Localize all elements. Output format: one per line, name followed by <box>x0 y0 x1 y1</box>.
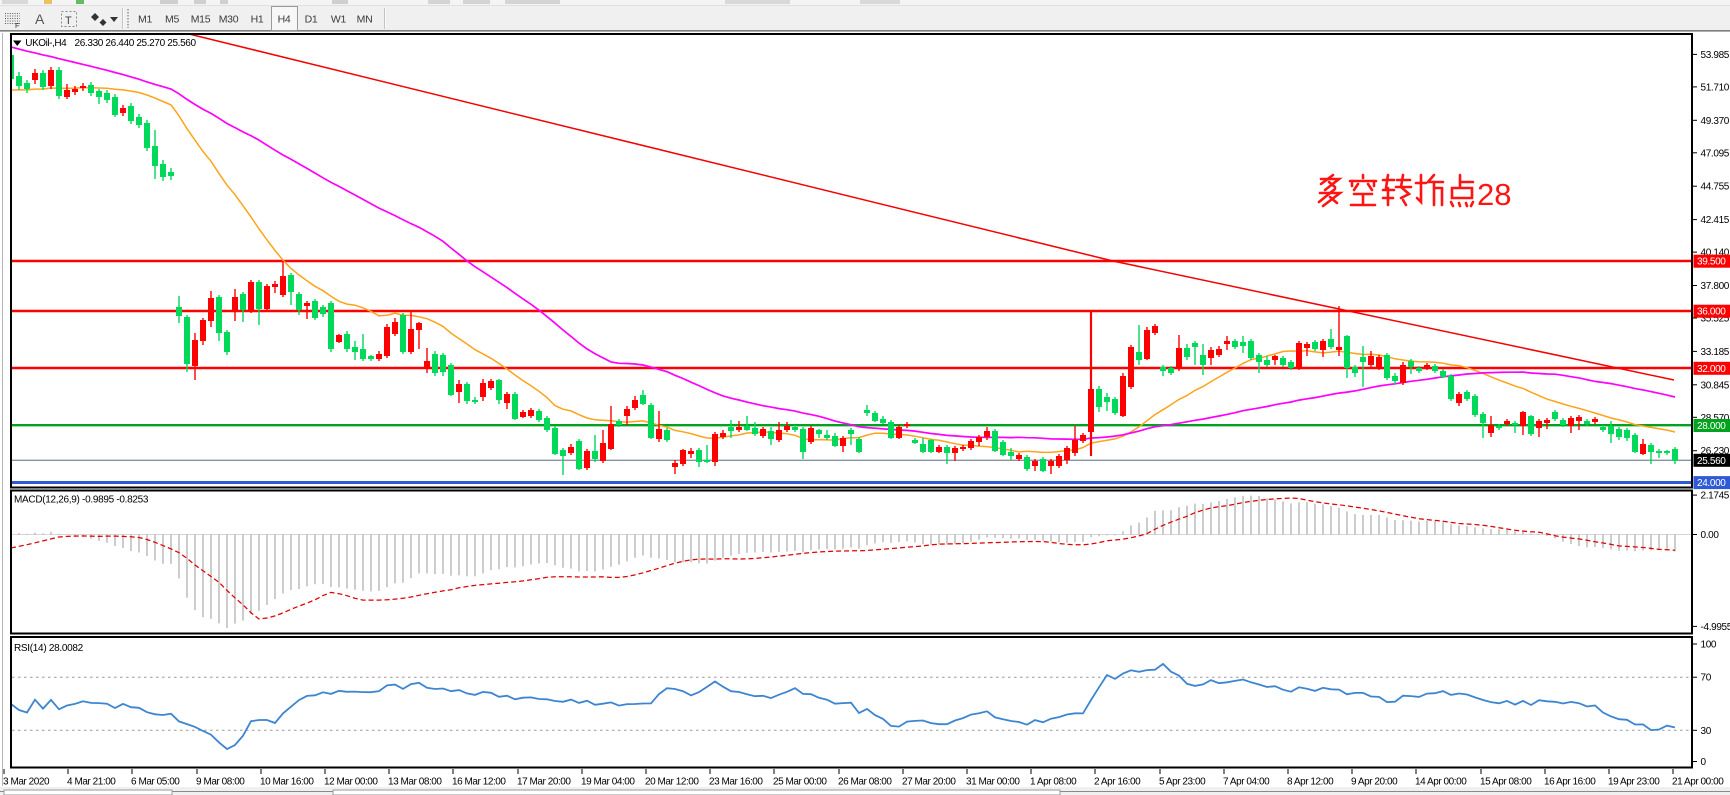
svg-text:27 Mar 20:00: 27 Mar 20:00 <box>902 777 956 788</box>
svg-text:5 Apr 23:00: 5 Apr 23:00 <box>1159 777 1206 788</box>
svg-text:14 Apr 00:00: 14 Apr 00:00 <box>1415 777 1467 788</box>
svg-text:20 Mar 12:00: 20 Mar 12:00 <box>645 777 699 788</box>
svg-text:M5: M5 <box>165 14 179 26</box>
svg-text:21 Apr 00:00: 21 Apr 00:00 <box>1672 777 1724 788</box>
svg-text:7 Apr 04:00: 7 Apr 04:00 <box>1223 777 1270 788</box>
svg-text:16 Mar 12:00: 16 Mar 12:00 <box>452 777 506 788</box>
svg-text:51.710: 51.710 <box>1701 82 1730 93</box>
svg-text:10 Mar 16:00: 10 Mar 16:00 <box>260 777 314 788</box>
svg-text:28: 28 <box>1477 177 1511 212</box>
svg-text:D1: D1 <box>305 14 318 26</box>
svg-text:24.000: 24.000 <box>1697 478 1726 489</box>
svg-text:1 Apr 08:00: 1 Apr 08:00 <box>1030 777 1077 788</box>
svg-text:70: 70 <box>1701 673 1712 684</box>
svg-text:40.140: 40.140 <box>1701 248 1730 259</box>
svg-text:RSI(14) 28.0082: RSI(14) 28.0082 <box>14 643 84 654</box>
svg-text:17 Mar 20:00: 17 Mar 20:00 <box>517 777 571 788</box>
svg-text:12 Mar 00:00: 12 Mar 00:00 <box>324 777 378 788</box>
svg-text:33.185: 33.185 <box>1701 347 1730 358</box>
svg-text:15 Apr 08:00: 15 Apr 08:00 <box>1480 777 1532 788</box>
svg-text:MACD(12,26,9) -0.9895 -0.8253: MACD(12,26,9) -0.9895 -0.8253 <box>14 494 149 505</box>
svg-text:42.415: 42.415 <box>1701 215 1730 226</box>
svg-text:MN: MN <box>357 14 373 26</box>
svg-text:44.755: 44.755 <box>1701 182 1730 193</box>
svg-text:6 Mar 05:00: 6 Mar 05:00 <box>131 777 180 788</box>
svg-text:9 Mar 08:00: 9 Mar 08:00 <box>196 777 245 788</box>
svg-text:13 Mar 08:00: 13 Mar 08:00 <box>388 777 442 788</box>
svg-text:8 Apr 12:00: 8 Apr 12:00 <box>1287 777 1334 788</box>
svg-text:M1: M1 <box>138 14 152 26</box>
svg-text:39.500: 39.500 <box>1697 257 1726 268</box>
svg-text:H1: H1 <box>251 14 264 26</box>
svg-text:16 Apr 16:00: 16 Apr 16:00 <box>1544 777 1596 788</box>
svg-text:2.1745: 2.1745 <box>1701 491 1730 502</box>
svg-text:26 Mar 08:00: 26 Mar 08:00 <box>838 777 892 788</box>
svg-text:19 Apr 23:00: 19 Apr 23:00 <box>1608 777 1660 788</box>
svg-text:28.000: 28.000 <box>1697 421 1726 432</box>
svg-text:M15: M15 <box>191 14 211 26</box>
svg-text:25.560: 25.560 <box>1697 456 1726 467</box>
svg-text:31 Mar 00:00: 31 Mar 00:00 <box>966 777 1020 788</box>
svg-text:49.370: 49.370 <box>1701 116 1730 127</box>
svg-text:9 Apr 20:00: 9 Apr 20:00 <box>1351 777 1398 788</box>
svg-text:36.000: 36.000 <box>1697 307 1726 318</box>
svg-text:W1: W1 <box>331 14 347 26</box>
svg-text:0: 0 <box>1701 757 1707 768</box>
svg-text:T: T <box>65 15 72 27</box>
svg-text:26.330 26.440 25.270 25.560: 26.330 26.440 25.270 25.560 <box>75 38 197 49</box>
svg-text:2 Apr 16:00: 2 Apr 16:00 <box>1094 777 1141 788</box>
svg-text:-4.9955: -4.9955 <box>1701 622 1730 633</box>
svg-text:30.845: 30.845 <box>1701 380 1730 391</box>
svg-text:19 Mar 04:00: 19 Mar 04:00 <box>581 777 635 788</box>
svg-text:26.230: 26.230 <box>1701 446 1730 457</box>
svg-text:4 Mar 21:00: 4 Mar 21:00 <box>67 777 116 788</box>
svg-text:0.00: 0.00 <box>1701 530 1720 541</box>
svg-text:25 Mar 00:00: 25 Mar 00:00 <box>773 777 827 788</box>
svg-text:UKOil-,H4: UKOil-,H4 <box>25 38 67 49</box>
svg-text:37.800: 37.800 <box>1701 281 1730 292</box>
svg-text:3 Mar 2020: 3 Mar 2020 <box>3 777 50 788</box>
svg-text:F: F <box>15 21 20 30</box>
svg-text:28.570: 28.570 <box>1701 413 1730 424</box>
svg-text:53.985: 53.985 <box>1701 50 1730 61</box>
svg-text:32.000: 32.000 <box>1697 364 1726 375</box>
svg-text:35.525: 35.525 <box>1701 314 1730 325</box>
svg-text:A: A <box>35 11 45 27</box>
svg-text:H4: H4 <box>278 14 291 26</box>
svg-text:30: 30 <box>1701 726 1712 737</box>
svg-text:100: 100 <box>1701 640 1717 651</box>
svg-text:23 Mar 16:00: 23 Mar 16:00 <box>709 777 763 788</box>
svg-text:M30: M30 <box>219 14 239 26</box>
svg-text:47.095: 47.095 <box>1701 148 1730 159</box>
